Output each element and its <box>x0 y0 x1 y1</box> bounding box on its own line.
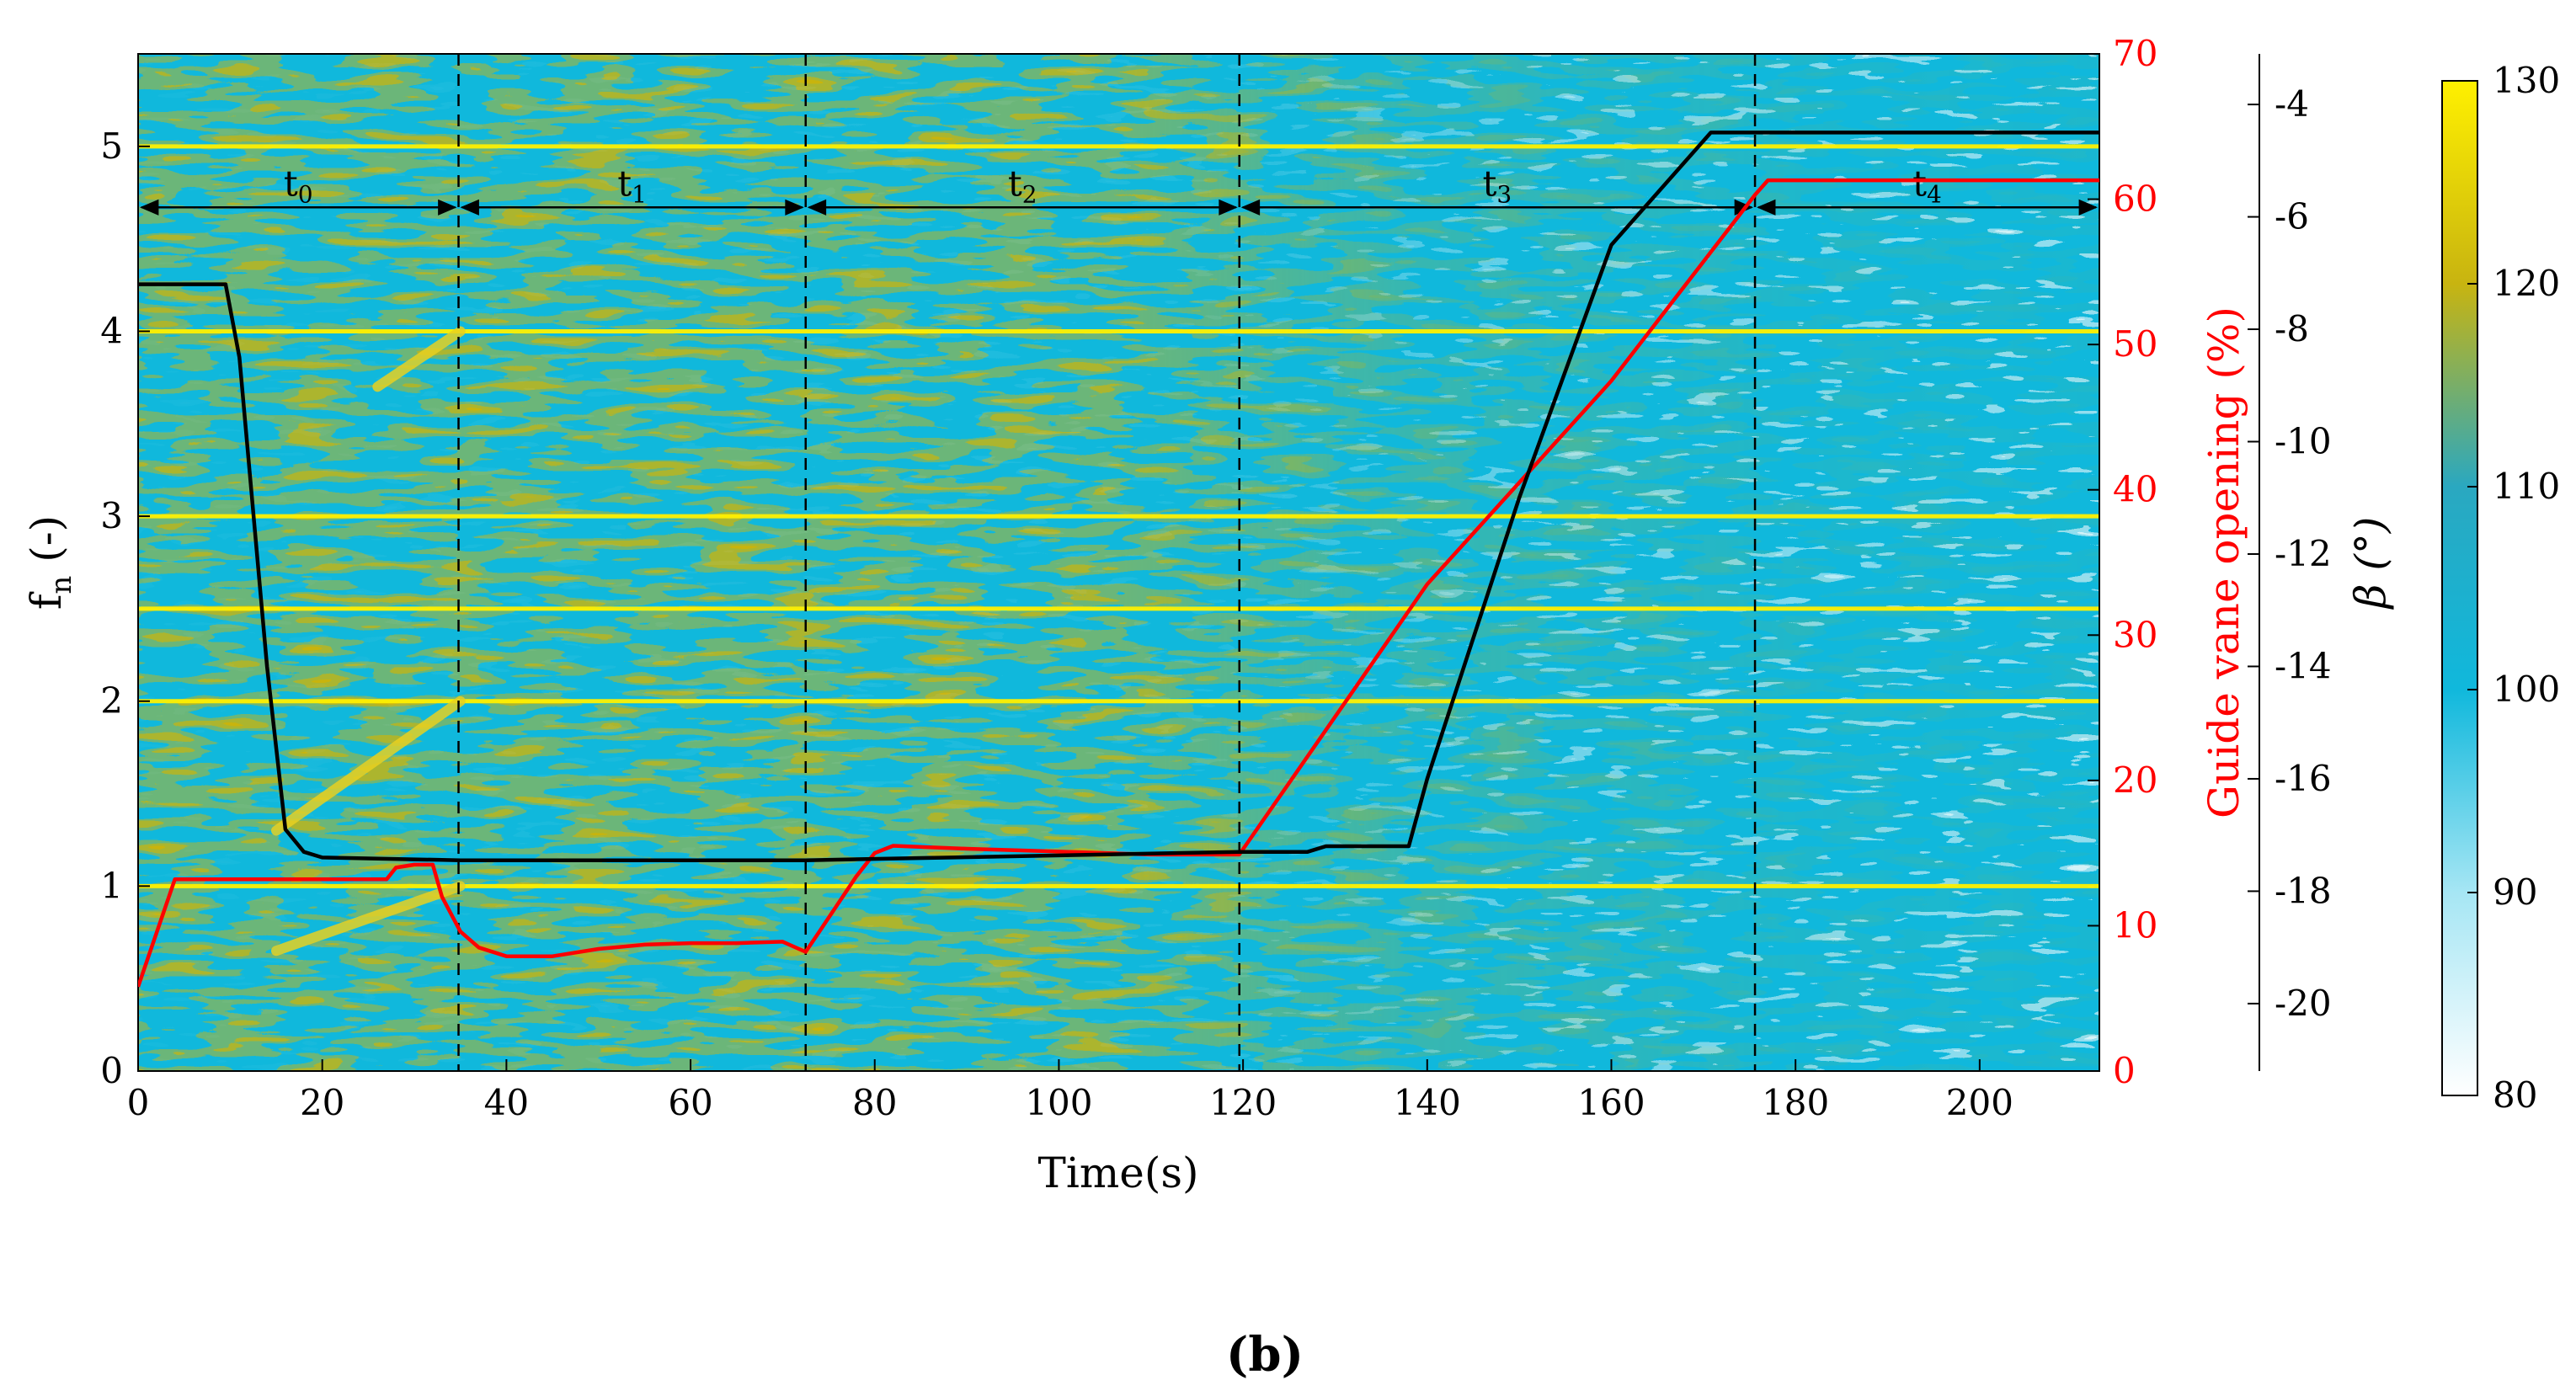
colorbar-tick-label-3: 110 <box>2493 466 2560 507</box>
period-arrow-head-left-1 <box>460 199 479 216</box>
beta-tick-label-7: -6 <box>2275 196 2309 237</box>
x-tick-label-9: 180 <box>1762 1082 1829 1123</box>
beta-tick-label-5: -10 <box>2275 421 2332 462</box>
period-arrow-head-left-2 <box>807 199 827 216</box>
period-0: t0 <box>140 163 457 216</box>
guide-vane-tick-label-3: 30 <box>2113 614 2157 655</box>
period-2: t2 <box>807 163 1238 216</box>
period-arrow-head-right-4 <box>2078 199 2098 216</box>
panel-label: (b) <box>1226 1327 1304 1383</box>
guide-vane-tick-label-1: 10 <box>2113 904 2157 946</box>
y-axis-left: 0 1 2 3 4 5 <box>100 125 150 1091</box>
beta-tick-label-0: -20 <box>2275 983 2332 1024</box>
transition-trace-2 <box>372 326 466 392</box>
heatmap-texture-cool <box>138 54 2099 1071</box>
x-tick-label-10: 200 <box>1946 1082 2013 1123</box>
period-arrow-head-left-3 <box>1240 199 1261 216</box>
period-annotations: t0 t1 t2 t3 t4 <box>140 163 2098 216</box>
beta-tick-label-3: -14 <box>2275 645 2332 686</box>
colorbar-tick-label-5: 130 <box>2493 60 2560 101</box>
beta-tick-label-6: -8 <box>2275 308 2309 349</box>
colorbar-gradient <box>2441 80 2478 1096</box>
period-label-4: t4 <box>1912 163 1942 208</box>
colorbar-tick-label-0: 80 <box>2493 1074 2537 1116</box>
y-tick-label-0: 0 <box>100 1050 123 1091</box>
transition-traces <box>271 326 466 957</box>
y-axis-label: fn (-) <box>22 515 78 610</box>
beta-tick-label-2: -16 <box>2275 758 2332 799</box>
guide-vane-tick-label-2: 20 <box>2113 759 2157 801</box>
y-tick-label-3: 3 <box>100 495 123 536</box>
guide-vane-tick-label-6: 60 <box>2113 179 2157 220</box>
period-arrow-head-left-4 <box>1757 199 1776 216</box>
beta-tick-label-8: -4 <box>2275 83 2309 125</box>
period-arrow-head-right-2 <box>1219 199 1238 216</box>
y-tick-label-5: 5 <box>100 125 123 167</box>
series-line-0 <box>138 178 2099 988</box>
y-axis-right-beta: -20 -18 -16 -14 -12 -10 -8 -6 -4 <box>2248 54 2332 1071</box>
x-tick-label-8: 160 <box>1577 1082 1645 1123</box>
period-arrow-head-right-0 <box>438 199 457 216</box>
x-tick-label-4: 80 <box>852 1082 897 1123</box>
period-4: t4 <box>1757 163 2098 216</box>
period-dividers <box>457 54 1757 1071</box>
x-tick-label-6: 120 <box>1209 1082 1277 1123</box>
period-arrow-head-left-0 <box>140 199 159 216</box>
period-3: t3 <box>1240 163 1754 216</box>
spectrum-heatmap <box>138 54 2099 1071</box>
y-tick-label-2: 2 <box>100 680 123 722</box>
x-tick-label-2: 40 <box>484 1082 529 1123</box>
transition-trace-1 <box>271 696 466 836</box>
transition-trace-0 <box>271 881 466 957</box>
beta-tick-label-4: -12 <box>2275 533 2332 574</box>
guide-vane-tick-label-0: 0 <box>2113 1050 2136 1091</box>
colorbar-tick-label-4: 120 <box>2493 263 2560 304</box>
y-axis-right-guide-vane: 0 10 20 30 40 50 60 70 <box>2088 33 2157 1091</box>
series-layer <box>138 131 2099 988</box>
y-tick-label-4: 4 <box>100 310 123 351</box>
x-axis: 0 20 40 60 80 100 120 140 160 180 200 <box>127 1059 2013 1123</box>
period-label-2: t2 <box>1008 163 1037 208</box>
beta-axis-label: β (°) <box>2346 517 2395 610</box>
colorbar-ticks: 80 90 100 110 120 130 <box>2467 60 2560 1116</box>
colorbar: 80 90 100 110 120 130 <box>2441 60 2560 1116</box>
guide-vane-axis-label: Guide vane opening (%) <box>2200 306 2248 818</box>
y-tick-label-1: 1 <box>100 865 123 906</box>
period-1: t1 <box>460 163 804 216</box>
series-line-1 <box>138 131 2099 862</box>
x-tick-label-1: 20 <box>300 1082 344 1123</box>
colorbar-tick-label-1: 90 <box>2493 871 2537 913</box>
guide-vane-tick-label-4: 40 <box>2113 469 2157 510</box>
x-tick-label-3: 60 <box>668 1082 712 1123</box>
x-tick-label-5: 100 <box>1025 1082 1092 1123</box>
guide-vane-tick-label-7: 70 <box>2113 33 2157 74</box>
period-arrow-head-right-1 <box>785 199 804 216</box>
period-label-1: t1 <box>617 163 647 208</box>
colorbar-tick-label-2: 100 <box>2493 669 2560 710</box>
beta-tick-label-1: -18 <box>2275 870 2332 911</box>
plot-frame <box>137 53 2100 1072</box>
period-label-3: t3 <box>1483 163 1512 208</box>
x-tick-label-7: 140 <box>1394 1082 1461 1123</box>
period-label-0: t0 <box>284 163 313 208</box>
x-axis-label: Time(s) <box>1037 1149 1198 1197</box>
x-tick-label-0: 0 <box>127 1082 150 1123</box>
guide-vane-tick-label-5: 50 <box>2113 323 2157 365</box>
